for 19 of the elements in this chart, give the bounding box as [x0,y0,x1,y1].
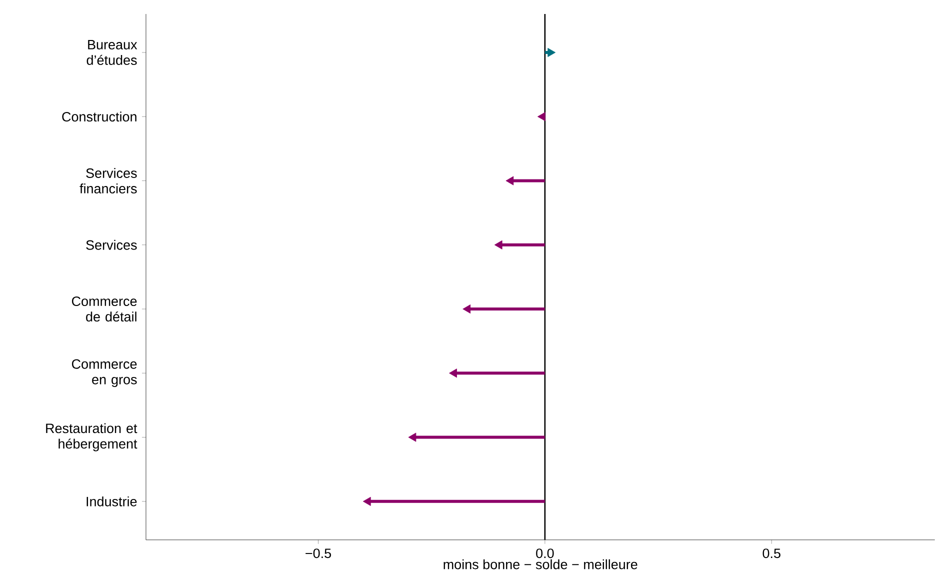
x-tick-label: −0.5 [306,548,331,558]
point [494,240,502,250]
y-tick-label: Commerce de détail [72,296,137,322]
point [449,368,457,378]
point [362,496,371,506]
x-tick-label: 0.0 [536,548,554,558]
y-tick-label: Construction [62,112,136,122]
y-tick-label: Industrie [86,496,137,506]
x-axis-title: moins bonne − solde − meilleure [444,559,638,570]
y-tick-label: Restauration et hébergement [46,423,138,452]
x-tick-label: 0.5 [762,548,780,558]
point [506,176,514,186]
y-tick-label: Services [86,240,137,250]
point [462,304,471,314]
y-tick-label: Commerce en gros [72,359,137,388]
y-tick-label: Services financiers [80,168,137,194]
point [537,112,546,122]
point [408,432,416,442]
y-tick-label: Bureaux d’études [86,40,138,65]
